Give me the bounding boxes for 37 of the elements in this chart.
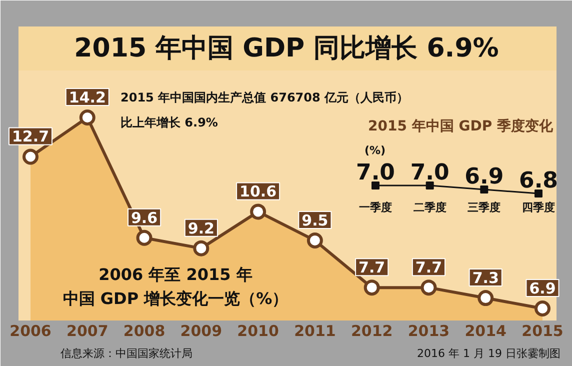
x-tick-label: 2010 xyxy=(237,322,279,340)
x-tick-label: 一季度 xyxy=(359,201,392,214)
annotation: 2006 年至 2015 年 xyxy=(98,265,252,284)
annotation: 中国 GDP 增长变化一览（%） xyxy=(62,289,288,308)
x-tick-label: 二季度 xyxy=(413,201,446,214)
x-tick-label: 三季度 xyxy=(468,201,501,214)
annotation: 比上年增长 6.9% xyxy=(120,116,218,130)
chart-title: 2015 年中国 GDP 季度变化 xyxy=(368,118,554,134)
data-label: 6.9 xyxy=(529,280,556,298)
data-label: 7.7 xyxy=(415,258,442,277)
chart-title: 2015 年中国 GDP 同比增长 6.9% xyxy=(74,34,499,64)
data-label: 7.0 xyxy=(410,160,450,186)
annotation: 信息来源：中国国家统计局 xyxy=(60,347,192,360)
x-tick-label: 2012 xyxy=(350,322,393,340)
x-tick-label: 四季度 xyxy=(522,201,555,214)
data-label: 6.9 xyxy=(464,164,504,190)
x-tick-label: 2008 xyxy=(123,322,166,340)
x-tick-label: 2006 xyxy=(10,322,52,340)
x-tick-label: 2009 xyxy=(180,322,222,340)
text: 2015 年中国国内生产总值 676708 亿元（人民币） xyxy=(120,90,409,104)
x-tick-label: 2015 xyxy=(522,322,564,340)
data-label: 9.5 xyxy=(302,211,328,230)
data-label: 7.3 xyxy=(472,269,499,288)
data-label: 12.7 xyxy=(12,128,50,146)
x-tick-label: 2013 xyxy=(408,322,450,340)
x-tick-label: 2007 xyxy=(66,322,108,340)
annotation: 2016 年 1 月 19 日张霎制图 xyxy=(417,347,561,360)
data-label: 9.6 xyxy=(130,208,158,227)
data-label: 14.2 xyxy=(68,88,106,106)
x-tick-label: 2011 xyxy=(294,322,336,340)
x-tick-label: 2014 xyxy=(464,322,506,340)
data-label: 7.0 xyxy=(356,160,395,186)
data-label: 7.7 xyxy=(358,258,386,277)
data-label: 10.6 xyxy=(240,182,277,201)
data-label: 9.2 xyxy=(188,219,214,238)
data-label: 6.8 xyxy=(519,168,558,194)
y-axis-title: (%) xyxy=(364,144,386,157)
